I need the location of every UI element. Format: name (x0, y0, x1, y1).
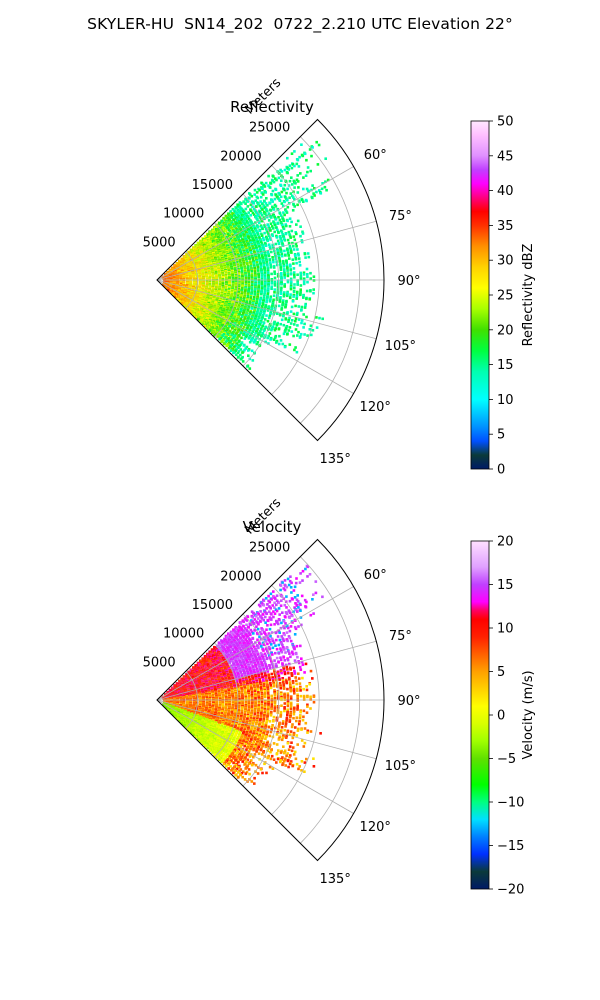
r-tick-label: 15000 (192, 178, 233, 193)
azimuth-gridline (156, 699, 354, 814)
colorbar-tick-label: 10 (497, 622, 514, 637)
azimuth-gridline (156, 220, 377, 281)
azimuth-tick-label: 75° (389, 629, 412, 644)
colorbar-tick-label: −5 (497, 752, 516, 767)
colorbar-tick-label: 0 (497, 463, 505, 478)
r-tick-label: 10000 (163, 207, 204, 222)
colorbar-tick-label: 50 (497, 115, 514, 130)
r-tick-label: 10000 (163, 627, 204, 642)
radar-data-field (161, 140, 330, 370)
azimuth-gridline (156, 279, 377, 340)
colorbar-tick-label: −15 (497, 839, 524, 854)
colorbar-tick-label: −20 (497, 883, 524, 898)
colorbar-scale (470, 120, 490, 470)
radar-data-field (161, 564, 324, 785)
colorbar-tick-label: 15 (497, 578, 514, 593)
r-tick-label: 25000 (249, 541, 290, 556)
colorbar-tick-label: 5 (497, 428, 505, 443)
azimuth-tick-label: 135° (320, 452, 351, 467)
reflectivity-chart: 500010000150002000025000Meters60°75°90°1… (143, 75, 536, 477)
azimuth-gridline (156, 640, 377, 701)
azimuth-gridline (156, 166, 354, 281)
colorbar-tick-label: 5 (497, 665, 505, 680)
colorbar-tick-label: 15 (497, 358, 514, 373)
azimuth-tick-label: 90° (397, 274, 420, 289)
colorbar-label: Velocity (m/s) (521, 670, 536, 759)
r-tick-label: 5000 (143, 655, 176, 670)
azimuth-tick-label: 75° (389, 209, 412, 224)
colorbar-tick-label: 0 (497, 709, 505, 724)
azimuth-tick-label: 90° (397, 694, 420, 709)
azimuth-tick-label: 60° (364, 568, 387, 583)
azimuth-tick-label: 120° (360, 400, 391, 415)
colorbar-tick-label: 45 (497, 149, 514, 164)
colorbar-tick-label: 40 (497, 184, 514, 199)
azimuth-tick-label: 60° (364, 148, 387, 163)
colorbar-tick-label: 25 (497, 289, 514, 304)
azimuth-tick-label: 120° (360, 820, 391, 835)
azimuth-tick-label: 135° (320, 872, 351, 887)
r-tick-label: 20000 (220, 149, 261, 164)
page-title: SKYLER-HU SN14_202 0722_2.210 UTC Elevat… (87, 15, 513, 33)
azimuth-gridline (156, 699, 377, 760)
azimuth-gridline (156, 279, 354, 394)
subplot-title: Reflectivity (230, 98, 314, 116)
polar-frame (156, 538, 385, 862)
azimuth-gridline (156, 586, 354, 701)
colorbar-tick-label: 10 (497, 393, 514, 408)
azimuth-tick-label: 105° (385, 339, 416, 354)
colorbar-label: Reflectivity dBZ (521, 244, 536, 347)
colorbar-tick-label: 20 (497, 323, 514, 338)
subplot-title: Velocity (243, 518, 302, 536)
r-tick-label: 20000 (220, 569, 261, 584)
polar-frame (156, 118, 385, 442)
velocity-chart: 500010000150002000025000Meters60°75°90°1… (143, 495, 536, 897)
r-tick-label: 15000 (192, 598, 233, 613)
r-tick-label: 5000 (143, 235, 176, 250)
colorbar: 0 5 10 15 20 25 30 35 40 45 50 Reflectivity dBZ (470, 115, 536, 478)
colorbar-tick-label: −10 (497, 796, 524, 811)
colorbar-tick-label: 30 (497, 254, 514, 269)
colorbar-scale (470, 540, 490, 890)
colorbar-tick-label: 20 (497, 535, 514, 550)
r-tick-label: 25000 (249, 121, 290, 136)
colorbar: −20 −15 −10 −5 0 5 10 15 20 Velocity (m/s) (470, 535, 536, 898)
azimuth-tick-label: 105° (385, 759, 416, 774)
colorbar-tick-label: 35 (497, 219, 514, 234)
